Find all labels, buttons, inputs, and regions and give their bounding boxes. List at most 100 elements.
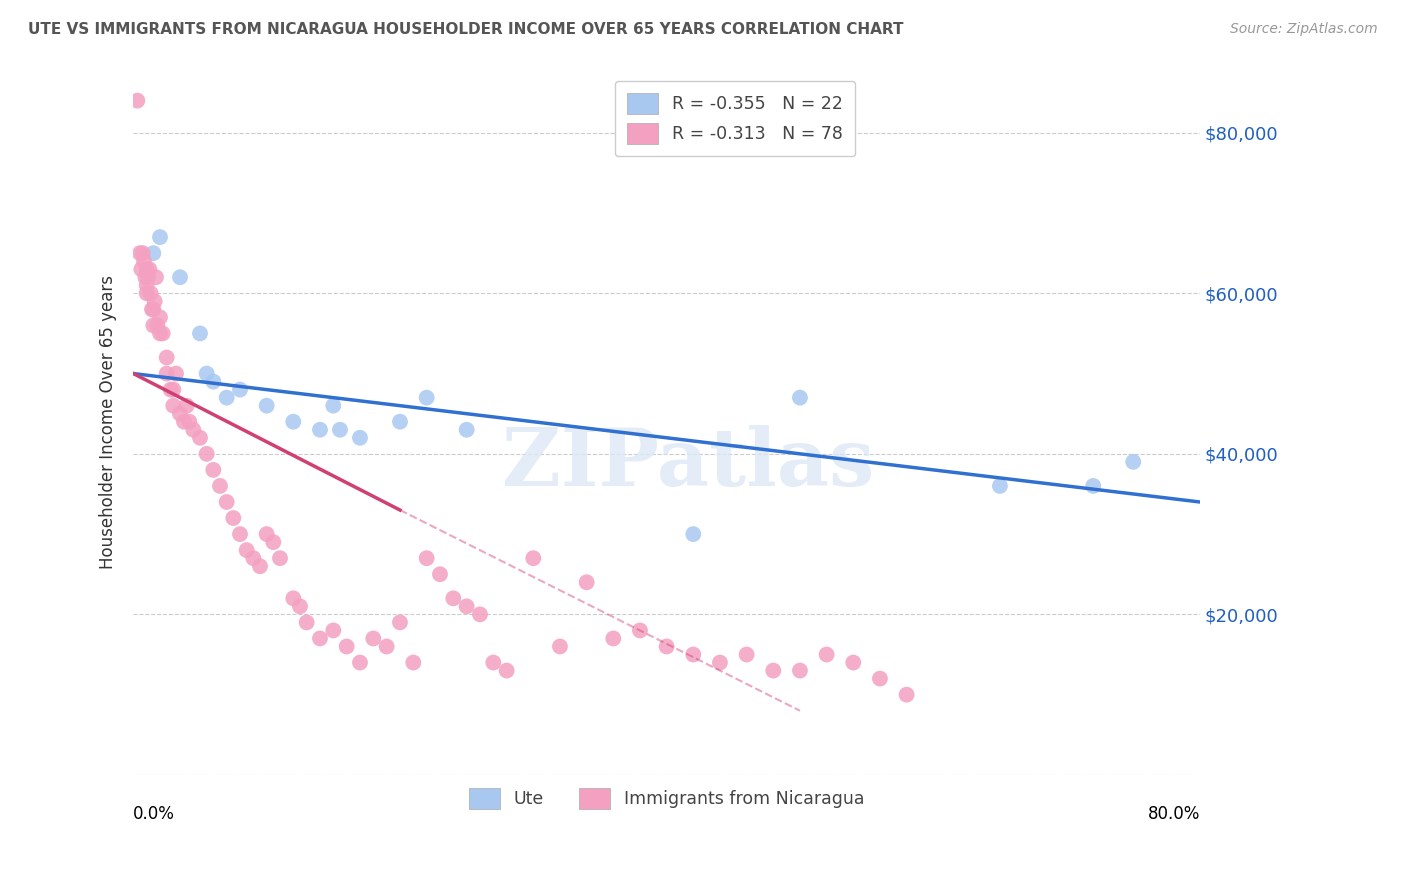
Text: 80.0%: 80.0% [1147, 805, 1199, 823]
Text: UTE VS IMMIGRANTS FROM NICARAGUA HOUSEHOLDER INCOME OVER 65 YEARS CORRELATION CH: UTE VS IMMIGRANTS FROM NICARAGUA HOUSEHO… [28, 22, 904, 37]
Point [682, 648, 704, 662]
Point [988, 479, 1011, 493]
Text: ZIPatlas: ZIPatlas [502, 425, 875, 503]
Point [256, 527, 278, 541]
Point [169, 270, 191, 285]
Point [349, 656, 371, 670]
Point [142, 318, 165, 333]
Point [222, 511, 245, 525]
Point [262, 535, 284, 549]
Point [896, 688, 918, 702]
Point [349, 431, 371, 445]
Point [415, 391, 437, 405]
Point [149, 310, 172, 325]
Point [135, 262, 157, 277]
Point [363, 632, 385, 646]
Point [188, 431, 211, 445]
Point [156, 367, 179, 381]
Point [139, 286, 162, 301]
Point [1083, 479, 1105, 493]
Point [709, 656, 731, 670]
Point [628, 624, 651, 638]
Point [602, 632, 624, 646]
Point [682, 527, 704, 541]
Point [176, 399, 198, 413]
Point [322, 399, 344, 413]
Point [235, 543, 257, 558]
Point [309, 423, 332, 437]
Point [162, 399, 184, 413]
Point [548, 640, 571, 654]
Point [208, 479, 231, 493]
Point [152, 326, 174, 341]
Point [132, 254, 155, 268]
Text: Source: ZipAtlas.com: Source: ZipAtlas.com [1230, 22, 1378, 37]
Y-axis label: Householder Income Over 65 years: Householder Income Over 65 years [100, 275, 117, 569]
Point [145, 270, 167, 285]
Point [789, 664, 811, 678]
Point [143, 294, 166, 309]
Point [283, 415, 305, 429]
Point [162, 383, 184, 397]
Point [149, 230, 172, 244]
Point [131, 262, 153, 277]
Point [336, 640, 359, 654]
Point [329, 423, 352, 437]
Point [129, 246, 152, 260]
Point [295, 615, 318, 630]
Point [441, 591, 464, 606]
Point [388, 415, 411, 429]
Point [495, 664, 517, 678]
Point [242, 551, 264, 566]
Point [135, 286, 157, 301]
Point [842, 656, 865, 670]
Point [468, 607, 491, 622]
Point [388, 615, 411, 630]
Point [188, 326, 211, 341]
Point [815, 648, 838, 662]
Point [229, 383, 252, 397]
Point [173, 415, 195, 429]
Point [735, 648, 758, 662]
Point [202, 375, 225, 389]
Point [869, 672, 891, 686]
Point [131, 246, 153, 260]
Point [322, 624, 344, 638]
Point [142, 246, 165, 260]
Text: 0.0%: 0.0% [134, 805, 176, 823]
Point [202, 463, 225, 477]
Point [141, 302, 163, 317]
Point [146, 318, 169, 333]
Point [429, 567, 451, 582]
Point [159, 383, 181, 397]
Point [269, 551, 291, 566]
Point [156, 351, 179, 365]
Point [215, 495, 238, 509]
Point [456, 423, 478, 437]
Point [522, 551, 544, 566]
Point [375, 640, 398, 654]
Point [762, 664, 785, 678]
Point [215, 391, 238, 405]
Point [482, 656, 505, 670]
Point [135, 278, 157, 293]
Point [127, 94, 149, 108]
Legend: Ute, Immigrants from Nicaragua: Ute, Immigrants from Nicaragua [458, 777, 875, 819]
Point [256, 399, 278, 413]
Point [149, 326, 172, 341]
Point [195, 367, 218, 381]
Point [575, 575, 598, 590]
Point [655, 640, 678, 654]
Point [1122, 455, 1144, 469]
Point [179, 415, 201, 429]
Point [165, 367, 187, 381]
Point [138, 262, 160, 277]
Point [402, 656, 425, 670]
Point [142, 302, 165, 317]
Point [288, 599, 311, 614]
Point [136, 270, 159, 285]
Point [283, 591, 305, 606]
Point [195, 447, 218, 461]
Point [183, 423, 205, 437]
Point [134, 270, 156, 285]
